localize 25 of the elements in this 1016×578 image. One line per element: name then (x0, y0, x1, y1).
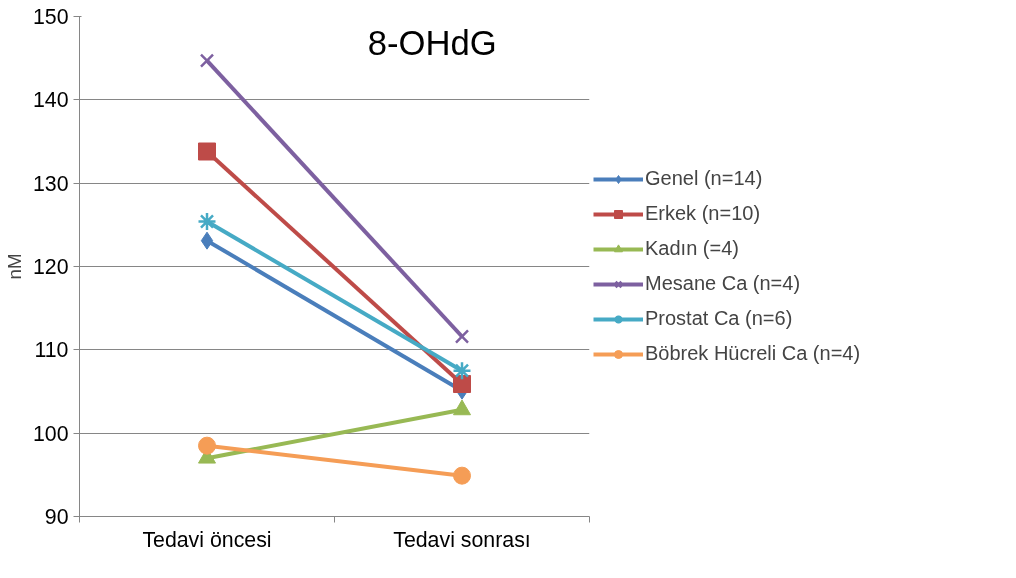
y-tick-label: 110 (34, 338, 69, 363)
point (453, 375, 471, 393)
point (454, 329, 470, 344)
x-tick-label: Tedavi öncesi (142, 527, 272, 552)
y-tick-label: 130 (32, 171, 69, 196)
legend-label: Böbrek Hücreli Ca (n=4) (645, 342, 861, 365)
legend-label: Kadın (=4) (645, 237, 739, 260)
y-tick-label: 150 (32, 5, 69, 29)
y-tick-label: 100 (32, 421, 69, 446)
legend-label: Mesane Ca (n=4) (645, 272, 801, 295)
legend-label: Prostat Ca (n=6) (645, 307, 793, 330)
point (199, 53, 215, 68)
chart-title: 8-OHdG (367, 23, 497, 62)
point (453, 466, 471, 485)
y-tick-label: 140 (32, 88, 69, 113)
legend-label: Erkek (n=10) (645, 202, 761, 225)
point (197, 211, 217, 232)
x-tick-label: Tedavi sonrası (393, 527, 531, 552)
y-tick-label: 90 (44, 505, 69, 529)
point (198, 142, 216, 161)
point (452, 360, 472, 381)
y-axis-title: nM (3, 253, 25, 280)
legend-label: Genel (n=14) (645, 167, 763, 190)
y-tick-label: 120 (32, 255, 69, 279)
point (200, 231, 214, 250)
